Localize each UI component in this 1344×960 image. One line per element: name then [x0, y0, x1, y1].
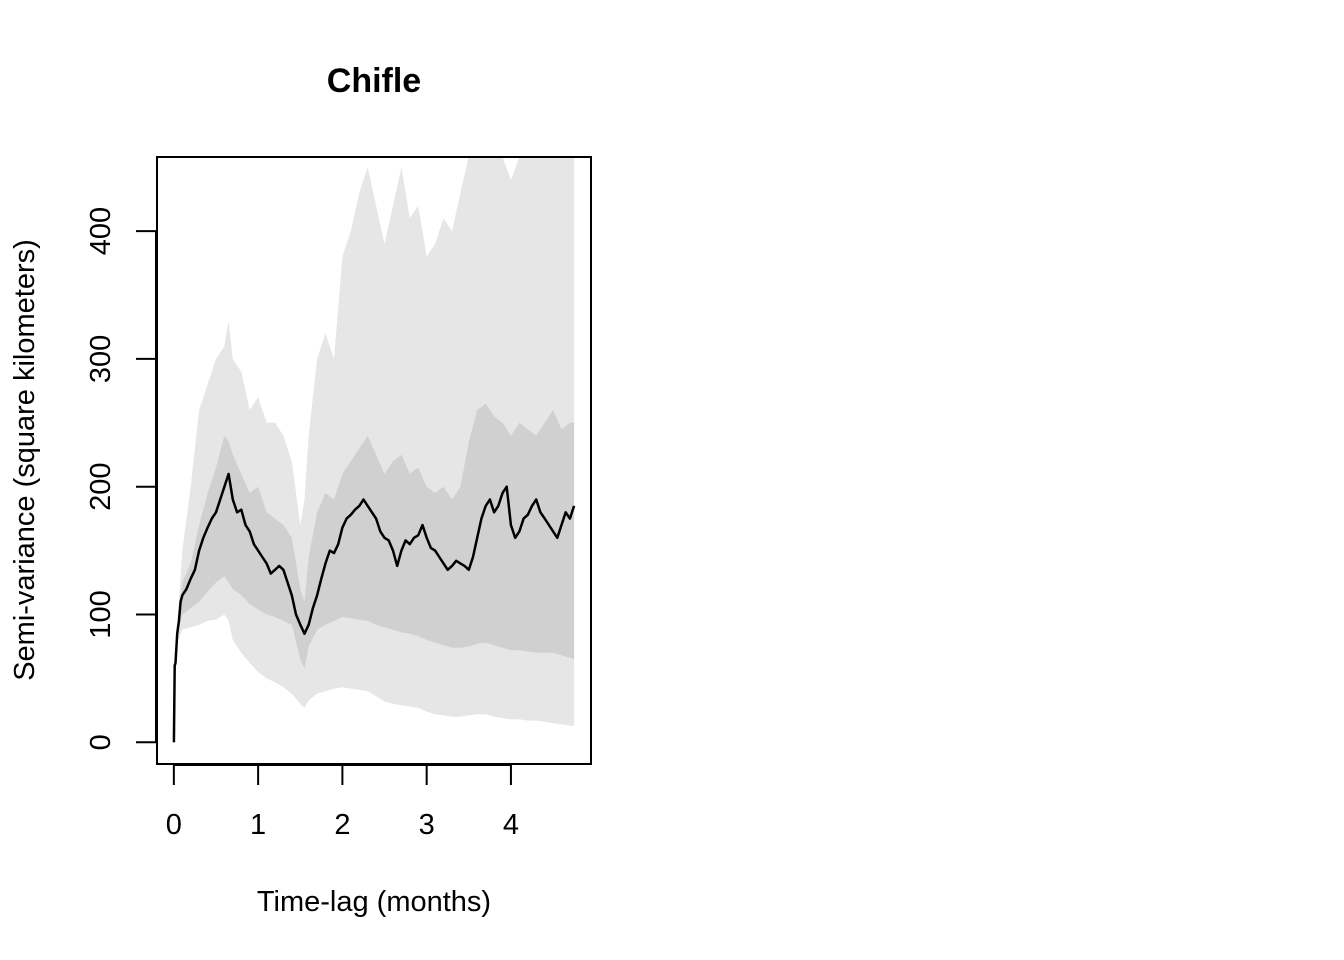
semivariance-line — [172, 472, 576, 743]
y-axis-label: Semi-variance (square kilometers) — [9, 239, 41, 681]
y-tick-label: 100 — [85, 590, 117, 638]
y-tick-label: 400 — [85, 207, 117, 255]
x-tick-label: 1 — [250, 809, 266, 841]
y-tick-label: 0 — [85, 734, 117, 750]
x-tick-label: 3 — [419, 809, 435, 841]
plot-area — [172, 157, 576, 743]
x-axis: 0 1 2 3 4 — [166, 764, 519, 841]
inner-confidence-band — [173, 403, 575, 743]
y-axis: 0 100 200 300 400 — [85, 207, 157, 750]
x-tick-label: 2 — [334, 809, 350, 841]
y-tick-label: 200 — [85, 463, 117, 511]
chart-title: Chifle — [327, 62, 421, 100]
x-tick-label: 0 — [166, 809, 182, 841]
y-tick-label: 300 — [85, 335, 117, 383]
x-axis-label: Time-lag (months) — [257, 886, 491, 918]
x-tick-label: 4 — [503, 809, 519, 841]
